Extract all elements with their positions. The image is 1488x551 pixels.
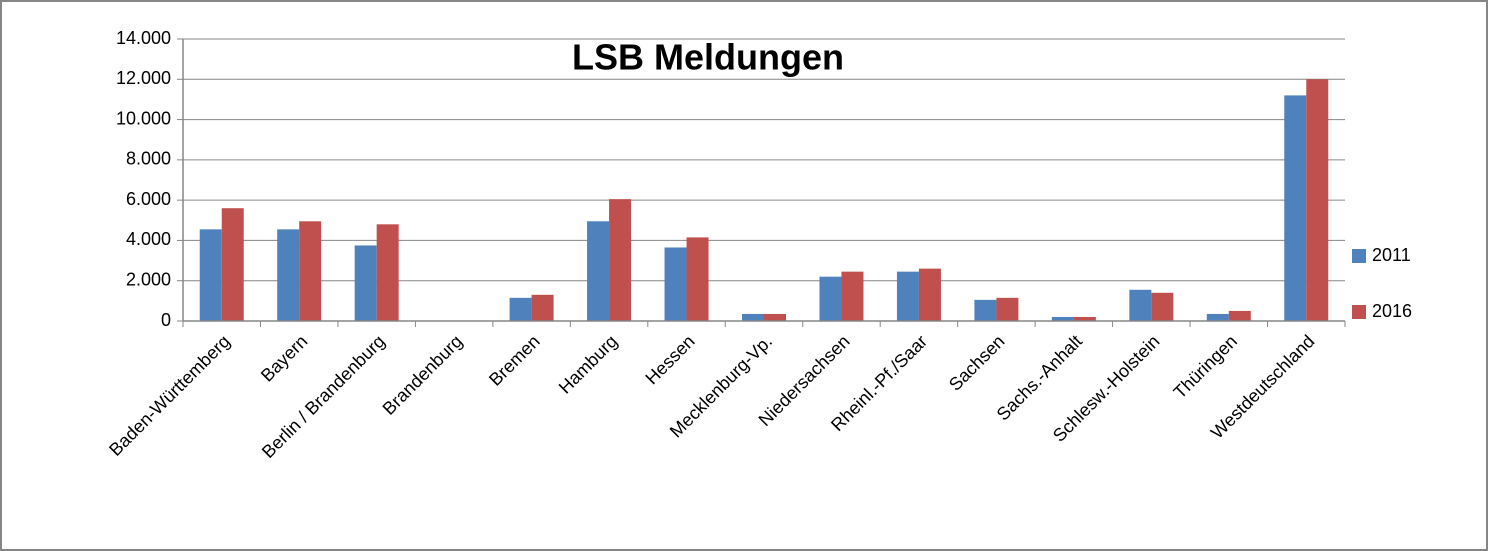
bar <box>299 221 322 321</box>
bar <box>819 276 842 321</box>
y-tick-label: 14.000 <box>116 28 171 48</box>
bar <box>609 199 632 321</box>
y-tick-label: 0 <box>161 310 171 330</box>
bar <box>918 268 941 321</box>
bar <box>509 297 532 321</box>
bar <box>1206 313 1229 321</box>
bar <box>1284 95 1307 322</box>
bar <box>974 299 997 321</box>
bar <box>354 245 377 321</box>
bar <box>1073 316 1096 321</box>
bar <box>686 237 709 321</box>
y-tick-label: 2.000 <box>126 269 171 289</box>
bar <box>1051 316 1074 321</box>
bar <box>841 271 864 321</box>
y-tick-label: 6.000 <box>126 189 171 209</box>
bar <box>199 229 222 321</box>
y-tick-label: 12.000 <box>116 68 171 88</box>
legend-swatch <box>1352 305 1366 319</box>
bar <box>764 313 786 321</box>
bar <box>277 229 300 321</box>
bar <box>221 208 244 321</box>
legend-swatch <box>1352 249 1366 263</box>
bar <box>1306 79 1329 322</box>
y-tick-label: 4.000 <box>126 229 171 249</box>
y-tick-label: 8.000 <box>126 149 171 169</box>
bar <box>1228 310 1251 321</box>
bar <box>896 271 919 321</box>
bar <box>996 297 1019 321</box>
bar <box>1129 289 1152 321</box>
bar <box>664 247 687 321</box>
bar <box>587 221 610 321</box>
bar <box>1151 292 1174 321</box>
bar <box>742 313 764 321</box>
bar <box>531 294 554 321</box>
legend-label: 2011 <box>1372 245 1411 265</box>
y-tick-label: 10.000 <box>116 108 171 128</box>
bar <box>376 224 399 321</box>
chart-title: LSB Meldungen <box>572 37 844 78</box>
legend-label: 2016 <box>1372 301 1412 321</box>
